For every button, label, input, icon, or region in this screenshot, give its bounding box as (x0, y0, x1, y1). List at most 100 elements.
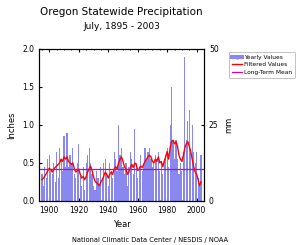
Bar (125, 163, 127, 201)
Bar (105, 159, 106, 201)
X-axis label: Year: Year (112, 220, 130, 229)
Bar (118, 125, 119, 201)
Bar (69, 155, 70, 201)
Bar (43, 186, 44, 201)
Legend: Yearly Values, Filtered Values, Long-Term Mean: Yearly Values, Filtered Values, Long-Ter… (229, 52, 295, 78)
Bar (133, 174, 134, 201)
Bar (96, 171, 97, 201)
Bar (59, 148, 60, 201)
Bar (90, 163, 91, 201)
Bar (106, 174, 107, 201)
Bar (100, 167, 101, 201)
Bar (193, 151, 194, 201)
Bar (99, 186, 100, 201)
Bar (164, 159, 165, 201)
Bar (61, 159, 62, 201)
Bar (168, 167, 169, 201)
Bar (97, 178, 98, 201)
Bar (159, 171, 160, 201)
Bar (195, 163, 196, 201)
Bar (109, 163, 110, 201)
Bar (115, 159, 116, 201)
Bar (84, 190, 85, 201)
Bar (85, 163, 87, 201)
Bar (47, 159, 48, 201)
Bar (108, 186, 109, 201)
Bar (94, 190, 96, 201)
Bar (78, 144, 80, 201)
Bar (137, 178, 138, 201)
Y-axis label: Inches: Inches (8, 111, 16, 139)
Bar (102, 178, 103, 201)
Bar (55, 182, 56, 201)
Bar (46, 178, 47, 201)
Bar (192, 125, 193, 201)
Bar (81, 186, 82, 201)
Y-axis label: mm: mm (224, 117, 233, 133)
Bar (167, 148, 168, 201)
Bar (165, 155, 166, 201)
Text: Oregon Statewide Precipitation: Oregon Statewide Precipitation (40, 7, 203, 17)
Bar (65, 167, 66, 201)
Bar (189, 110, 190, 201)
Bar (111, 171, 112, 201)
Bar (87, 155, 88, 201)
Bar (149, 148, 150, 201)
Bar (75, 178, 76, 201)
Bar (150, 159, 152, 201)
Bar (52, 174, 53, 201)
Bar (127, 186, 128, 201)
Bar (155, 155, 156, 201)
Bar (145, 148, 146, 201)
Bar (82, 167, 84, 201)
Bar (92, 174, 93, 201)
Bar (143, 163, 144, 201)
Bar (156, 159, 158, 201)
Bar (80, 174, 81, 201)
Bar (53, 163, 54, 201)
Bar (139, 167, 140, 201)
Bar (116, 171, 118, 201)
Bar (41, 174, 43, 201)
Bar (72, 148, 74, 201)
Bar (171, 87, 172, 201)
Bar (142, 171, 143, 201)
Bar (136, 163, 137, 201)
Bar (119, 155, 121, 201)
Bar (49, 155, 50, 201)
Bar (200, 155, 202, 201)
Bar (77, 163, 78, 201)
Bar (161, 163, 162, 201)
Bar (169, 125, 171, 201)
Bar (186, 140, 187, 201)
Text: July, 1895 - 2003: July, 1895 - 2003 (83, 22, 160, 31)
Bar (199, 186, 200, 201)
Bar (93, 186, 94, 201)
Bar (174, 159, 175, 201)
Bar (58, 178, 59, 201)
Bar (68, 167, 69, 201)
Bar (62, 171, 63, 201)
Bar (178, 174, 179, 201)
Bar (50, 171, 51, 201)
Text: National Climatic Data Center / NESDIS / NOAA: National Climatic Data Center / NESDIS /… (72, 237, 228, 243)
Bar (134, 129, 135, 201)
Bar (131, 159, 132, 201)
Bar (88, 148, 90, 201)
Bar (152, 167, 153, 201)
Bar (66, 133, 68, 201)
Bar (74, 174, 75, 201)
Bar (128, 167, 130, 201)
Bar (183, 151, 184, 201)
Bar (196, 151, 197, 201)
Bar (162, 174, 163, 201)
Bar (180, 163, 181, 201)
Bar (190, 151, 191, 201)
Bar (112, 178, 113, 201)
Bar (130, 151, 131, 201)
Bar (71, 163, 72, 201)
Bar (158, 151, 159, 201)
Bar (56, 151, 57, 201)
Bar (146, 159, 147, 201)
Bar (124, 174, 125, 201)
